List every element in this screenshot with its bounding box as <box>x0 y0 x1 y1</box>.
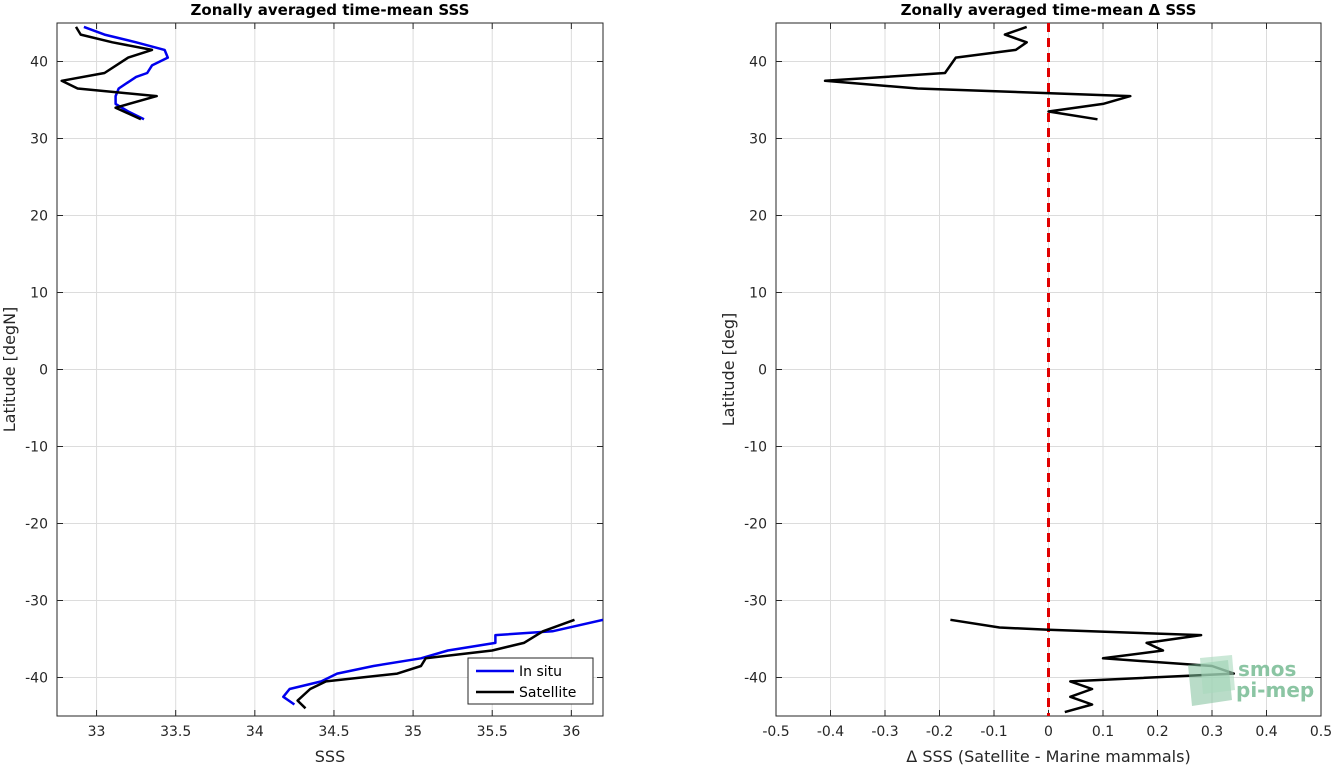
x-tick-label: 34.5 <box>318 724 349 740</box>
x-tick-label: -0.5 <box>762 724 789 740</box>
series-line-delta-1 <box>950 618 1236 714</box>
x-tick-label: -0.4 <box>817 724 844 740</box>
x-axis-label: Δ SSS (Satellite - Marine mammals) <box>906 747 1190 765</box>
y-tick-label: 0 <box>758 363 767 379</box>
x-tick-label: 35.5 <box>477 724 508 740</box>
y-tick-label: 40 <box>30 55 48 71</box>
panel-delta-sss: -0.5 -0.4 -0.3 -0.2 -0.1 0 0.1 0.2 0.3 0.4 0.5 -40 -… <box>719 1 1332 765</box>
y-tick-label: -40 <box>744 671 767 687</box>
y-tick-label: 40 <box>749 55 767 71</box>
y-tick-label: -10 <box>25 440 48 456</box>
logo-line2: pi-mep <box>1236 678 1314 702</box>
series-line-satellite-1 <box>296 618 575 710</box>
series-line-in-situ-1 <box>282 618 603 706</box>
y-tick-label: -40 <box>25 671 48 687</box>
legend-label: Satellite <box>519 685 576 701</box>
y-tick-label: 20 <box>749 209 767 225</box>
x-tick-label: -0.2 <box>926 724 953 740</box>
y-axis-label: Latitude [deg] <box>719 313 738 427</box>
y-tick-label: -30 <box>25 594 48 610</box>
y-tick-label: 30 <box>749 132 767 148</box>
x-tick-label: 0.2 <box>1146 724 1168 740</box>
x-tick-label: 0.4 <box>1255 724 1277 740</box>
series-line-satellite-0 <box>60 26 158 121</box>
x-tick-label: 33.5 <box>160 724 191 740</box>
y-tick-label: 0 <box>39 363 48 379</box>
x-tick-label: 33 <box>88 724 106 740</box>
x-tick-label: 0.3 <box>1201 724 1223 740</box>
chart-title: Zonally averaged time-mean SSS <box>191 1 470 19</box>
chart-title: Zonally averaged time-mean Δ SSS <box>901 1 1197 19</box>
x-tick-label: 36 <box>562 724 580 740</box>
x-tick-label: -0.3 <box>871 724 898 740</box>
series-group <box>60 25 603 710</box>
series-line-delta-0 <box>823 25 1132 121</box>
legend-label: In situ <box>519 664 562 680</box>
x-tick-label: 0.5 <box>1310 724 1332 740</box>
series-line-in-situ-0 <box>83 25 170 121</box>
smos-pimep-logo: smos pi-mep <box>1188 655 1314 706</box>
y-tick-label: -20 <box>744 517 767 533</box>
logo-line1: smos <box>1238 657 1296 681</box>
y-tick-label: 10 <box>30 286 48 302</box>
y-tick-label: 30 <box>30 132 48 148</box>
y-tick-label: -20 <box>25 517 48 533</box>
x-tick-label: 34 <box>246 724 264 740</box>
y-tick-label: -30 <box>744 594 767 610</box>
series-group <box>823 25 1236 714</box>
x-tick-label: 35 <box>404 724 422 740</box>
y-tick-label: 10 <box>749 286 767 302</box>
y-axis-label: Latitude [degN] <box>0 307 19 433</box>
x-tick-label: 0.1 <box>1092 724 1114 740</box>
y-tick-label: -10 <box>744 440 767 456</box>
panel-sss: 33 33.5 34 34.5 35 35.5 36 -40 -30 -20 -10 0 10 20 30 4… <box>0 1 604 765</box>
logo-cube-face-icon <box>1200 655 1235 694</box>
legend: In situ Satellite <box>467 657 594 705</box>
y-tick-label: 20 <box>30 209 48 225</box>
x-tick-label: -0.1 <box>980 724 1007 740</box>
x-tick-label: 0 <box>1044 724 1053 740</box>
legend-box <box>467 657 594 705</box>
x-axis-label: SSS <box>315 747 345 765</box>
